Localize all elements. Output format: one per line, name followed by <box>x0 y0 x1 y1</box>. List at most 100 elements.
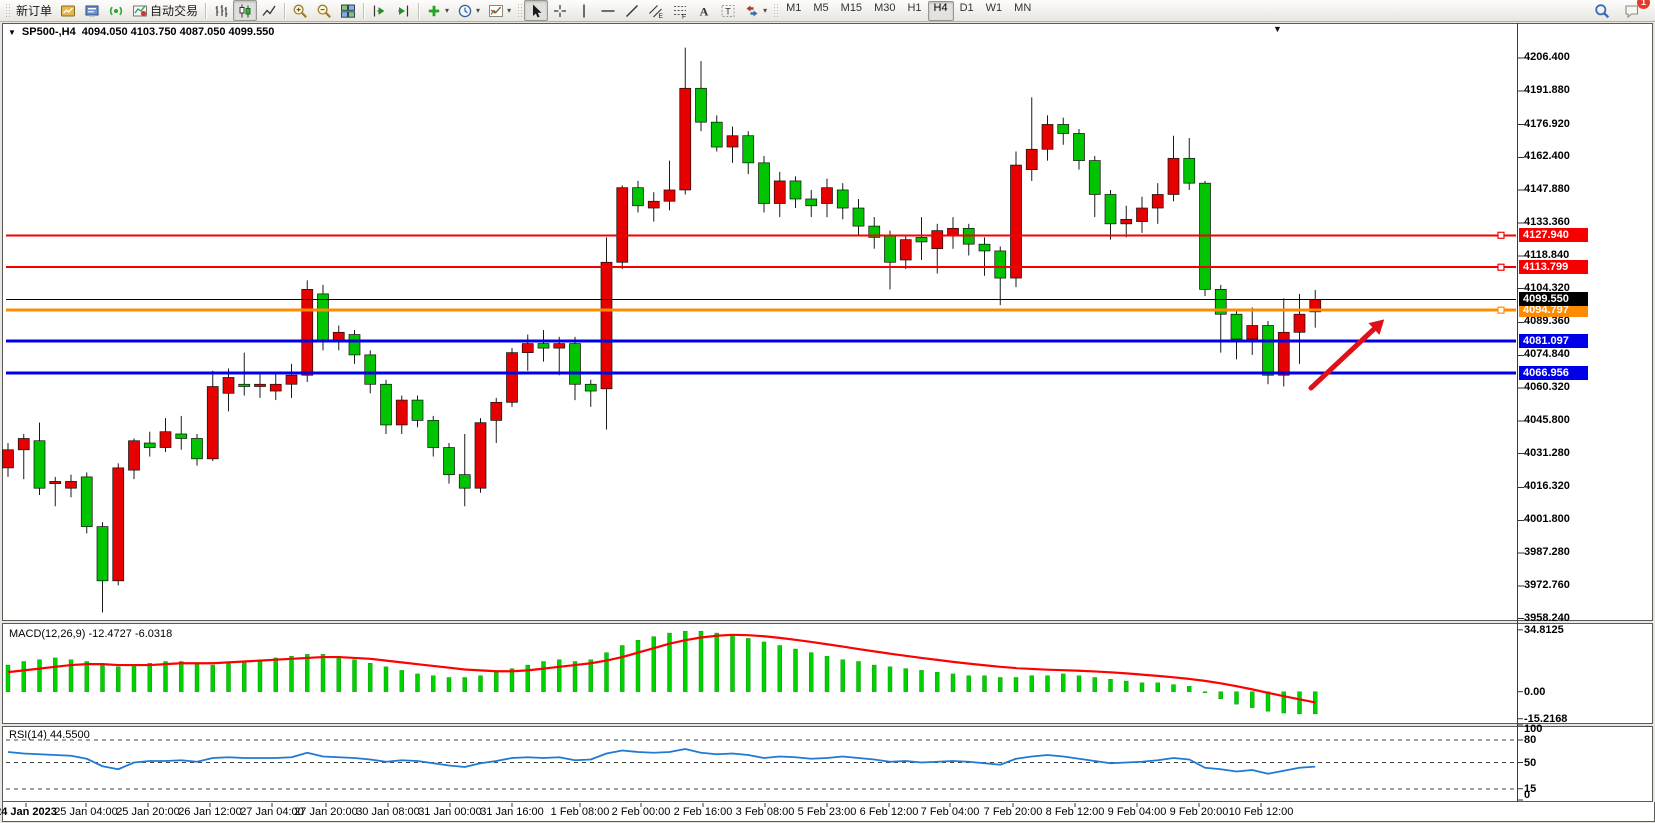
chat-button[interactable]: 1 <box>1620 0 1650 21</box>
signals-button[interactable] <box>104 0 128 21</box>
bar-chart-button[interactable] <box>209 0 233 21</box>
time-axis-label: 5 Feb 23:00 <box>797 806 857 818</box>
hline-price-box: 4066.956 <box>1519 366 1588 381</box>
price-tick-label: 3972.760 <box>1524 578 1570 591</box>
bar-chart-icon <box>213 3 229 19</box>
macd-label: MACD(12,26,9) -12.4727 -6.0318 <box>9 628 173 640</box>
collapse-triangle-icon[interactable]: ▼ <box>8 27 16 37</box>
toolbar-separator <box>205 2 207 19</box>
price-tick-label: 3987.280 <box>1524 546 1570 559</box>
rsi-scale-label: 15 <box>1524 782 1537 795</box>
macd-pane[interactable] <box>2 623 1653 724</box>
arrows-button[interactable]: ▾ <box>740 0 771 21</box>
price-tick-label: 4133.360 <box>1524 216 1570 229</box>
crosshair-button[interactable] <box>548 0 572 21</box>
trendline-icon <box>624 3 640 19</box>
svg-text:E: E <box>659 13 664 19</box>
timeframe-h1-button[interactable]: H1 <box>907 1 922 14</box>
toolbar-drag-handle[interactable] <box>5 2 10 19</box>
fibonacci-button[interactable]: F <box>668 0 692 21</box>
time-axis-label: 27 Jan 04:00 <box>240 806 304 818</box>
time-axis-label: 24 Jan 2023 <box>0 806 57 818</box>
time-axis-label: 3 Feb 08:00 <box>735 806 795 818</box>
timeframe-m15-button[interactable]: M15 <box>840 1 863 14</box>
text-button[interactable]: A <box>692 0 716 21</box>
chart-shift-marker-icon[interactable]: ▼ <box>1273 24 1282 34</box>
autotrading-button[interactable]: 自动交易 <box>128 0 202 21</box>
price-tick-label: 4147.880 <box>1524 183 1570 196</box>
time-axis-label: 30 Jan 08:00 <box>356 806 420 818</box>
chevron-down-icon[interactable]: ▾ <box>476 6 481 15</box>
zoom-out-button[interactable] <box>312 0 336 21</box>
search-icon <box>1594 3 1610 19</box>
timeframe-m5-button[interactable]: M5 <box>813 1 829 14</box>
toolbar-drag-handle[interactable] <box>773 2 779 19</box>
price-tick-label: 4191.880 <box>1524 83 1570 96</box>
symbol-period-label: SP500-,H4 <box>21 26 76 38</box>
chevron-down-icon[interactable]: ▾ <box>763 6 768 15</box>
channel-icon: E <box>648 3 664 19</box>
chat-icon <box>1624 3 1640 19</box>
toolbar-separator <box>418 2 420 19</box>
line-chart-icon <box>261 3 277 19</box>
main-chart-pane[interactable] <box>2 23 1653 621</box>
zoom-in-button[interactable] <box>288 0 312 21</box>
candlestick-icon <box>237 3 253 19</box>
zoom-in-icon <box>292 3 308 19</box>
horizontal-line-button[interactable] <box>596 0 620 21</box>
periods-button[interactable]: ▾ <box>453 0 484 21</box>
text-label-button[interactable]: T <box>716 0 740 21</box>
time-axis-label: 31 Jan 16:00 <box>480 806 544 818</box>
chevron-down-icon[interactable]: ▾ <box>507 6 512 15</box>
new-chart-button[interactable] <box>56 0 80 21</box>
chevron-down-icon[interactable]: ▾ <box>445 6 450 15</box>
rsi-pane[interactable] <box>2 726 1653 802</box>
vertical-line-icon <box>576 3 592 19</box>
zoom-out-icon <box>316 3 332 19</box>
time-axis-label: 2 Feb 16:00 <box>673 806 733 818</box>
price-axis-border <box>1517 23 1518 802</box>
trendline-button[interactable] <box>620 0 644 21</box>
timeframe-m30-button[interactable]: M30 <box>874 1 896 14</box>
candlestick-button[interactable] <box>233 0 258 21</box>
rsi-label: RSI(14) 44.5500 <box>9 729 90 741</box>
tile-windows-button[interactable] <box>336 0 360 21</box>
new-order-button[interactable]: 新订单 <box>12 0 56 21</box>
price-tick-label: 4089.360 <box>1524 315 1570 328</box>
hline-price-box: 4127.940 <box>1519 228 1588 243</box>
auto-scroll-icon <box>371 3 387 19</box>
current-price-box: 4099.550 <box>1519 292 1588 307</box>
autotrading-icon <box>132 3 148 19</box>
profiles-button[interactable] <box>80 0 104 21</box>
timeframe-mn-button[interactable]: MN <box>1014 1 1032 14</box>
search-button[interactable] <box>1590 0 1614 21</box>
price-tick-label: 4206.400 <box>1524 51 1570 63</box>
price-tick-label: 4045.800 <box>1524 413 1570 426</box>
timeframe-m1-button[interactable]: M1 <box>786 1 802 14</box>
time-axis-label: 8 Feb 12:00 <box>1045 806 1105 818</box>
rsi-scale-label: 80 <box>1524 734 1537 746</box>
price-tick-label: 4074.840 <box>1524 348 1570 361</box>
cursor-button[interactable] <box>524 0 549 21</box>
svg-text:A: A <box>700 4 709 18</box>
templates-button[interactable]: ▾ <box>484 0 515 21</box>
price-tick-label: 4104.320 <box>1524 281 1570 294</box>
hline-price-box: 4081.097 <box>1519 334 1588 349</box>
time-axis-label: 6 Feb 12:00 <box>859 806 919 818</box>
line-chart-button[interactable] <box>257 0 281 21</box>
add-indicator-icon <box>426 3 442 19</box>
vertical-line-button[interactable] <box>572 0 596 21</box>
channel-button[interactable]: E <box>644 0 668 21</box>
toolbar-drag-handle[interactable] <box>517 2 523 19</box>
text-label-icon: T <box>720 3 736 19</box>
timeframe-h4-button[interactable]: H4 <box>927 0 954 21</box>
time-axis-label: 25 Jan 20:00 <box>116 806 180 818</box>
timeframe-d1-button[interactable]: D1 <box>959 1 974 14</box>
chart-shift-button[interactable] <box>391 0 415 21</box>
timeframe-w1-button[interactable]: W1 <box>985 1 1003 14</box>
hline-price-box: 4113.799 <box>1519 260 1588 275</box>
arrows-icon <box>744 3 760 19</box>
indicators-button[interactable]: ▾ <box>422 0 453 21</box>
auto-scroll-button[interactable] <box>367 0 391 21</box>
